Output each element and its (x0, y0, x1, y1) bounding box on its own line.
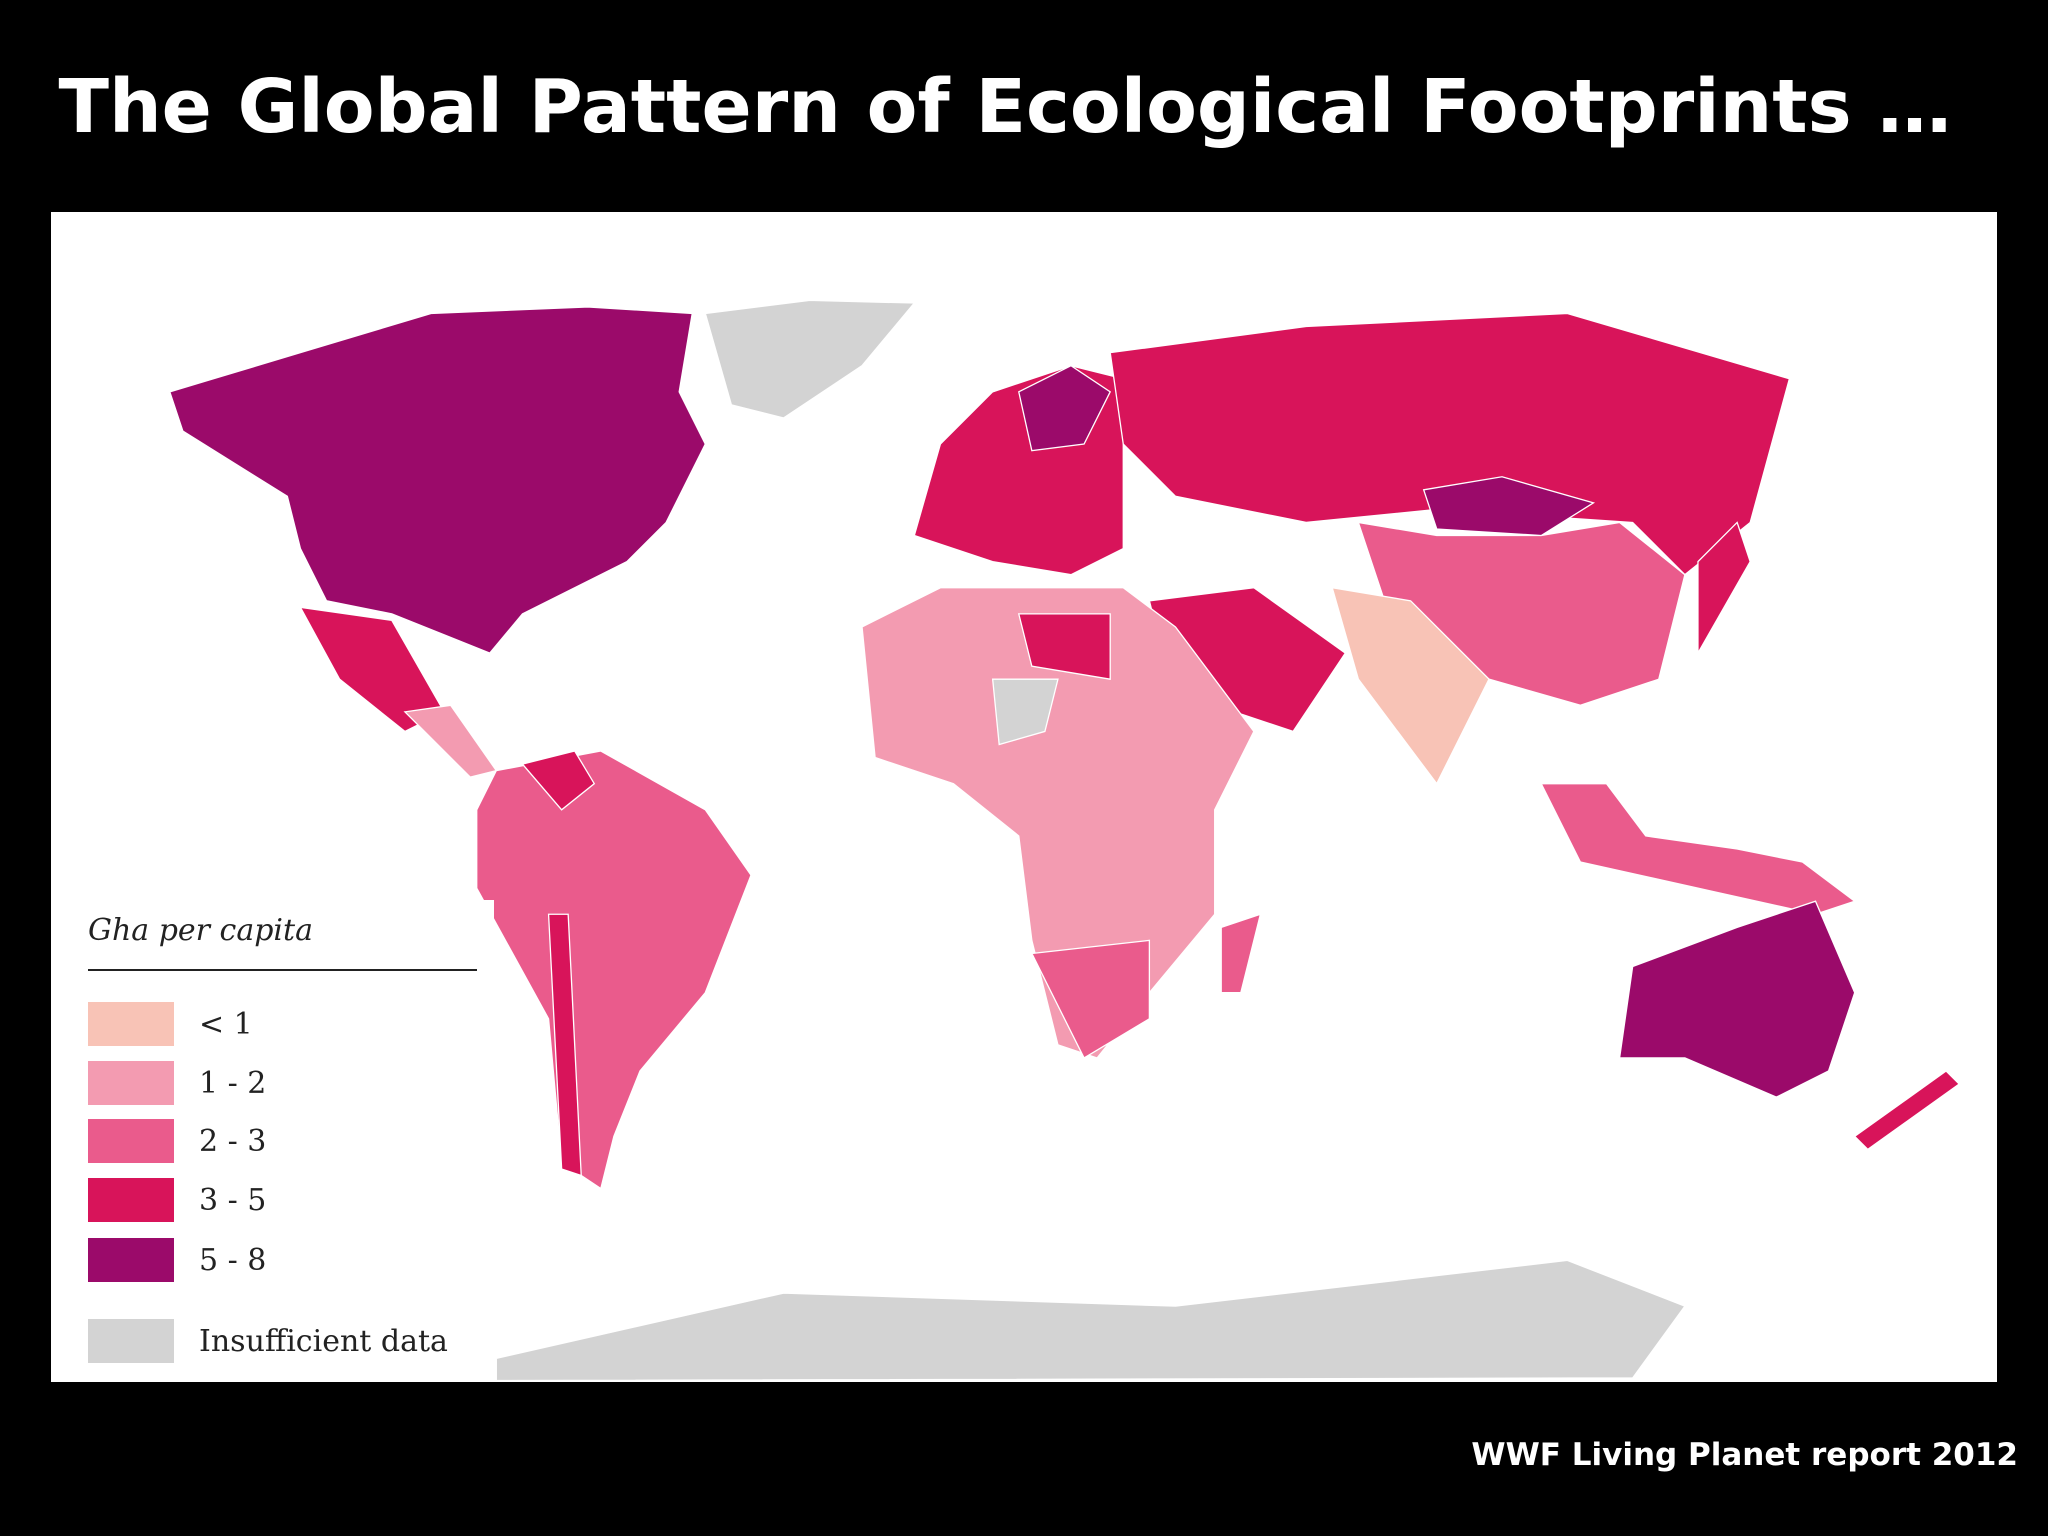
south-america (476, 750, 752, 1190)
legend-label: 1 - 2 (199, 1066, 266, 1101)
legend-swatch (88, 1061, 174, 1105)
greenland (704, 299, 916, 419)
japan (1697, 521, 1751, 656)
legend-label: 3 - 5 (199, 1183, 266, 1218)
mongolia (1422, 476, 1596, 537)
legend-swatch (88, 1119, 174, 1163)
legend: < 1 1 - 2 2 - 3 3 - 5 5 - 8 Insufficient data (88, 1002, 448, 1363)
libya (1017, 613, 1111, 680)
madagascar (1220, 913, 1262, 994)
chile (547, 913, 582, 1177)
southeast-asia (1540, 783, 1857, 915)
legend-title: Gha per capita (88, 913, 313, 948)
legend-label: 5 - 8 (199, 1243, 266, 1278)
antarctica (495, 1259, 1686, 1382)
slide-title: The Global Pattern of Ecological Footpri… (59, 64, 1952, 150)
north-america (168, 306, 707, 654)
legend-label: 2 - 3 (199, 1124, 266, 1159)
new-zealand (1853, 1070, 1961, 1151)
legend-swatch (88, 1238, 174, 1282)
southern-africa (1030, 939, 1151, 1059)
venezuela (521, 750, 596, 811)
legend-swatch (88, 1002, 174, 1046)
legend-swatch (88, 1178, 174, 1222)
legend-label: Insufficient data (199, 1324, 448, 1359)
world-map (168, 299, 1961, 1382)
scandinavia (1018, 364, 1112, 452)
sahara-no-data (991, 678, 1059, 746)
australia (1618, 900, 1856, 1098)
russia (1109, 312, 1791, 576)
legend-swatch (88, 1319, 174, 1363)
source-credit: WWF Living Planet report 2012 (1471, 1437, 2018, 1473)
legend-label: < 1 (199, 1007, 253, 1042)
india (1331, 586, 1490, 785)
